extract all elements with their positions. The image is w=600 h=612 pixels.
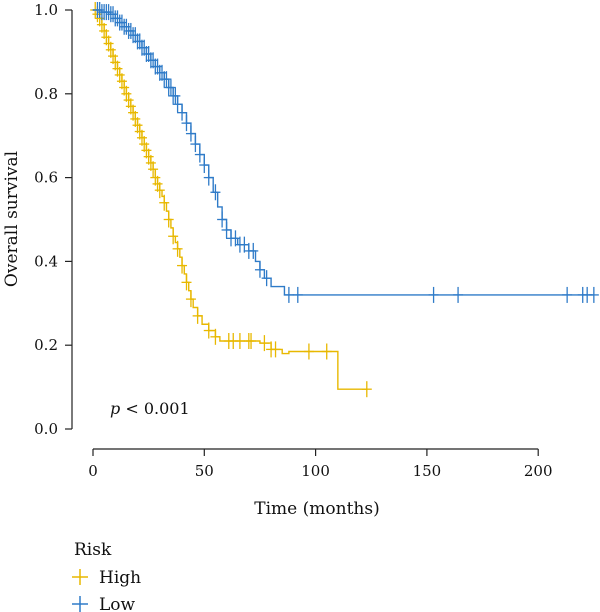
x-tick-label: 200 xyxy=(524,462,553,480)
plot-lines xyxy=(93,9,594,390)
p-value-annotation: p < 0.001 xyxy=(110,399,190,418)
y-axis: 0.0 0.2 0.4 0.6 0.8 1.0 xyxy=(34,1,73,438)
p-symbol: p xyxy=(110,399,120,418)
survival-curve-low xyxy=(93,9,594,296)
y-tick-label: 0.0 xyxy=(34,420,58,438)
y-tick-label: 0.8 xyxy=(34,85,58,103)
censor-marks xyxy=(90,2,599,398)
y-tick-label: 0.2 xyxy=(34,336,58,354)
legend-label-high: High xyxy=(99,568,141,588)
legend: Risk High Low xyxy=(72,540,141,612)
x-axis: 0 50 100 150 200 xyxy=(88,448,553,480)
x-tick-label: 100 xyxy=(301,462,330,480)
y-axis-title: Overall survival xyxy=(2,151,22,287)
legend-item-high: High xyxy=(72,568,141,588)
x-tick-label: 50 xyxy=(195,462,214,480)
y-tick-label: 1.0 xyxy=(34,1,58,19)
x-tick-label: 150 xyxy=(413,462,442,480)
y-tick-label: 0.4 xyxy=(34,252,58,270)
x-axis-title: Time (months) xyxy=(254,499,379,519)
x-tick-label: 0 xyxy=(88,462,98,480)
legend-title: Risk xyxy=(74,540,112,560)
y-tick-label: 0.6 xyxy=(34,169,58,187)
legend-item-low: Low xyxy=(72,595,136,612)
survival-curve-high xyxy=(93,9,367,390)
p-value-text: < 0.001 xyxy=(120,399,189,418)
legend-label-low: Low xyxy=(99,595,136,612)
